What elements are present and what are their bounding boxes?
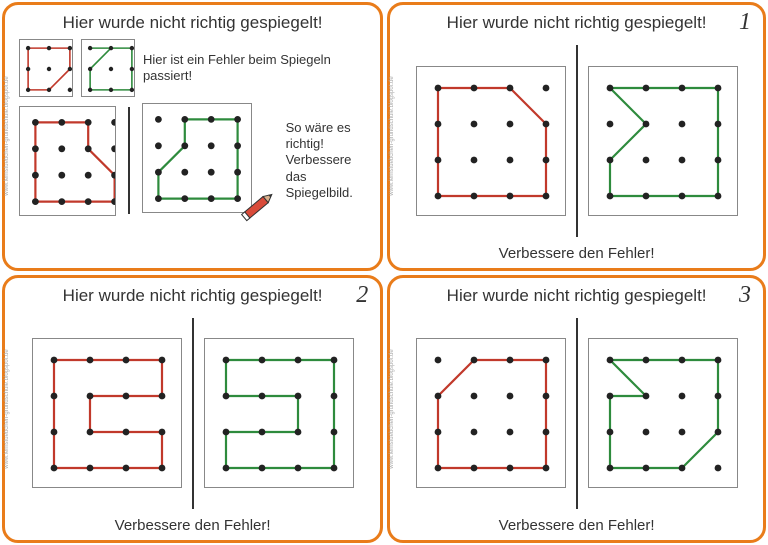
geoboard-small-right	[81, 39, 135, 97]
mirror-line	[192, 318, 194, 510]
boards-row	[404, 312, 749, 516]
geoboard-big-right	[142, 103, 252, 213]
geoboard-left	[416, 66, 566, 216]
instruction-row-small: Hier ist ein Fehler beim Spiegeln passie…	[19, 39, 366, 97]
instruction-row-big: So wäre es richtig! Verbessere das Spieg…	[19, 103, 366, 218]
card-number: 3	[739, 282, 751, 309]
geoboard-right	[588, 338, 738, 488]
card-instruction: www.lernstuebchen-grundschule.blogspot.d…	[2, 2, 383, 271]
watermark: www.lernstuebchen-grundschule.blogspot.d…	[389, 349, 395, 468]
card-title: Hier wurde nicht richtig gespiegelt!	[404, 13, 749, 33]
card-2: www.lernstuebchen-grundschule.blogspot.d…	[2, 275, 383, 544]
hint-text-1: Hier ist ein Fehler beim Spiegeln passie…	[143, 52, 366, 85]
mirror-line	[576, 45, 578, 237]
card-footer: Verbessere den Fehler!	[404, 243, 749, 262]
watermark: www.lernstuebchen-grundschule.blogspot.d…	[4, 349, 10, 468]
geoboard-small-left	[19, 39, 73, 97]
boards-row	[19, 312, 366, 516]
card-number: 2	[356, 282, 368, 309]
card-number: 1	[739, 9, 751, 36]
geoboard-big-left	[19, 106, 116, 216]
watermark: www.lernstuebchen-grundschule.blogspot.d…	[4, 77, 10, 196]
card-title: Hier wurde nicht richtig gespiegelt!	[19, 13, 366, 33]
geoboard-right	[204, 338, 354, 488]
hint-text-2: So wäre es richtig! Verbessere das Spieg…	[286, 120, 367, 201]
card-title: Hier wurde nicht richtig gespiegelt!	[404, 286, 749, 306]
mirror-line	[128, 107, 130, 214]
geoboard-right	[588, 66, 738, 216]
watermark: www.lernstuebchen-grundschule.blogspot.d…	[389, 77, 395, 196]
card-3: www.lernstuebchen-grundschule.blogspot.d…	[387, 275, 766, 544]
card-1: www.lernstuebchen-grundschule.blogspot.d…	[387, 2, 766, 271]
mirror-line	[576, 318, 578, 510]
boards-row	[404, 39, 749, 243]
card-title: Hier wurde nicht richtig gespiegelt!	[19, 286, 366, 306]
geoboard-left	[32, 338, 182, 488]
card-footer: Verbessere den Fehler!	[404, 515, 749, 534]
geoboard-left	[416, 338, 566, 488]
card-footer: Verbessere den Fehler!	[19, 515, 366, 534]
